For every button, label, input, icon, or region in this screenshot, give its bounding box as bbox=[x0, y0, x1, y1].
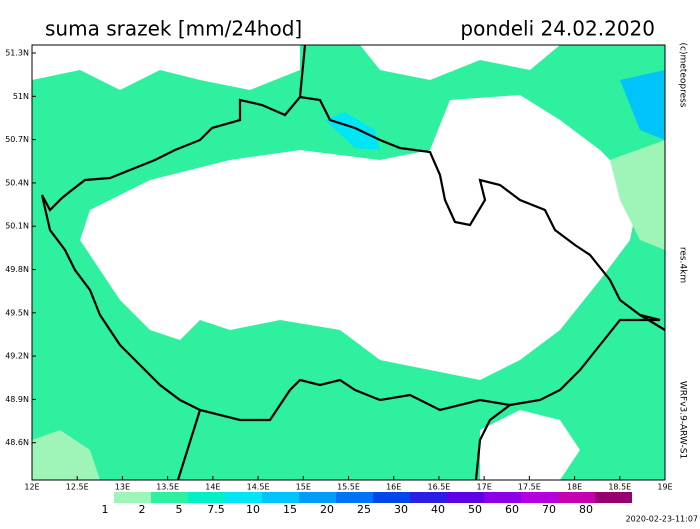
colorbar-label: 2 bbox=[139, 503, 146, 516]
colorbar-label: 40 bbox=[431, 503, 445, 516]
colorbar-swatch bbox=[595, 492, 632, 503]
lat-label: 48.6N bbox=[5, 438, 29, 447]
light-area bbox=[610, 140, 665, 250]
lon-label: 12E bbox=[24, 483, 39, 492]
title: suma srazek [mm/24hod] bbox=[45, 17, 302, 41]
copyright: (c)meteopress bbox=[678, 43, 688, 108]
colorbar-swatch bbox=[114, 492, 151, 503]
lat-label: 48.9N bbox=[5, 395, 29, 404]
lat-label: 50.4N bbox=[5, 178, 29, 187]
lon-label: 19E bbox=[657, 483, 672, 492]
colorbar-swatch bbox=[521, 492, 558, 503]
wet-area bbox=[325, 112, 380, 150]
colorbar-swatch bbox=[262, 492, 299, 503]
colorbar-label: 10 bbox=[246, 503, 260, 516]
axis-ticks: 51.3N 51N 50.7N 50.4N 50.1N 49.8N 49.5N 49.2N 48… bbox=[5, 49, 672, 492]
lat-label: 51N bbox=[13, 92, 29, 101]
country-border bbox=[176, 44, 666, 481]
lon-label: 13.5E bbox=[156, 483, 179, 492]
colorbar-swatch bbox=[299, 492, 336, 503]
lat-label: 50.1N bbox=[5, 222, 29, 231]
dry-area bbox=[80, 95, 640, 380]
colorbar: 1 2 5 7.5 10 15 20 25 30 40 50 60 70 80 bbox=[77, 492, 632, 516]
colorbar-label: 1 bbox=[102, 503, 109, 516]
colorbar-label: 25 bbox=[357, 503, 371, 516]
lon-label: 15.5E bbox=[337, 483, 360, 492]
light-area bbox=[32, 430, 100, 480]
colorbar-swatch bbox=[151, 492, 188, 503]
wet-area bbox=[620, 70, 665, 140]
lat-label: 51.3N bbox=[5, 49, 29, 58]
colorbar-label: 30 bbox=[394, 503, 408, 516]
colorbar-label: 15 bbox=[283, 503, 297, 516]
lon-label: 14E bbox=[205, 483, 220, 492]
lon-label: 16E bbox=[386, 483, 401, 492]
colorbar-label: 70 bbox=[542, 503, 556, 516]
colorbar-swatch bbox=[336, 492, 373, 503]
lat-label: 49.2N bbox=[5, 352, 29, 361]
lon-label: 12.5E bbox=[66, 483, 89, 492]
resolution: res.4km bbox=[678, 247, 688, 283]
colorbar-label: 80 bbox=[579, 503, 593, 516]
dry-area bbox=[360, 45, 560, 80]
colorbar-swatch bbox=[558, 492, 595, 503]
dry-area bbox=[480, 410, 580, 480]
lat-label: 49.5N bbox=[5, 308, 29, 317]
colorbar-swatch bbox=[77, 492, 114, 503]
lon-label: 13E bbox=[115, 483, 130, 492]
lon-label: 15E bbox=[296, 483, 311, 492]
timestamp: 2020-02-23-11:07 bbox=[626, 515, 698, 524]
country-border bbox=[40, 95, 661, 422]
lon-label: 16.5E bbox=[427, 483, 450, 492]
lon-label: 17.5E bbox=[518, 483, 541, 492]
lon-label: 18.5E bbox=[608, 483, 631, 492]
lat-label: 50.7N bbox=[5, 135, 29, 144]
colorbar-label: 20 bbox=[320, 503, 334, 516]
date: pondeli 24.02.2020 bbox=[460, 17, 655, 41]
dry-area bbox=[32, 45, 300, 90]
colorbar-label: 50 bbox=[468, 503, 482, 516]
colorbar-swatch bbox=[225, 492, 262, 503]
colorbar-swatch bbox=[410, 492, 447, 503]
colorbar-swatch bbox=[373, 492, 410, 503]
colorbar-label: 60 bbox=[505, 503, 519, 516]
colorbar-label: 7.5 bbox=[207, 503, 225, 516]
lon-label: 17E bbox=[477, 483, 492, 492]
lon-label: 14.5E bbox=[247, 483, 270, 492]
colorbar-swatch bbox=[188, 492, 225, 503]
colorbar-label: 5 bbox=[176, 503, 183, 516]
colorbar-swatch bbox=[484, 492, 521, 503]
lat-label: 49.8N bbox=[5, 265, 29, 274]
lon-label: 18E bbox=[567, 483, 582, 492]
colorbar-swatch bbox=[447, 492, 484, 503]
map-area bbox=[31, 44, 666, 481]
model-label: WRFv3.9-ARW-S1 bbox=[678, 381, 688, 459]
